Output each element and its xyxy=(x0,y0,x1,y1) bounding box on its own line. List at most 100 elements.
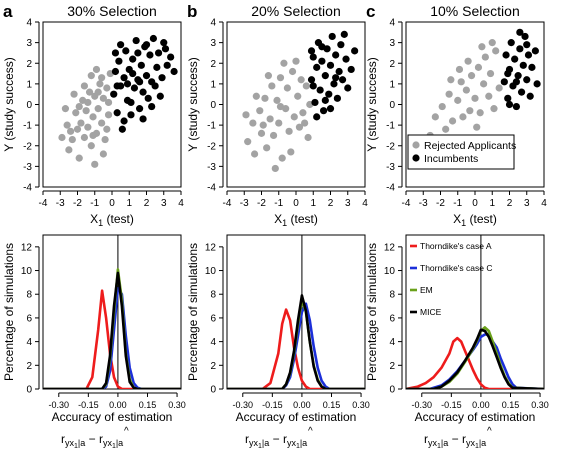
rejected-point xyxy=(495,84,503,92)
mice-curve xyxy=(43,271,181,389)
y-tick-label: -3 xyxy=(23,162,32,173)
rejected-point xyxy=(271,164,279,173)
rejected-point xyxy=(287,148,295,156)
incumbent-point xyxy=(325,90,333,98)
density-legend: Thorndike's case A Thorndike's case C EM MI… xyxy=(410,241,493,317)
rejected-point xyxy=(87,142,95,150)
x-tick-label: 0 xyxy=(293,198,299,209)
rejected-point xyxy=(252,92,260,100)
incumbent-point xyxy=(170,67,178,76)
incumbent-point xyxy=(156,92,164,100)
incumbent-point xyxy=(127,111,135,119)
incumbent-point xyxy=(136,105,144,113)
accuracy-formula: ryx1|a − ryx1|a xyxy=(245,432,307,450)
legend-label: Thorndike's case A xyxy=(420,241,492,251)
incumbent-point xyxy=(338,76,347,84)
rejected-legend-marker xyxy=(412,141,420,149)
incumbent-point xyxy=(516,45,524,53)
y-tick-label: -2 xyxy=(207,141,216,152)
incumbent-point xyxy=(337,41,345,49)
x-tick-label: -3 xyxy=(240,198,249,209)
incumbent-point xyxy=(502,51,510,59)
incumbent-point xyxy=(111,49,120,57)
incumbent-point xyxy=(512,78,521,86)
y-tick-label: -3 xyxy=(207,162,216,173)
axes-a: -0.30 -0.15 0.00 0.15 0.30 0 2 4 6 8 10 12 xyxy=(21,242,186,410)
incumbent-point xyxy=(127,98,135,107)
y-tick-label: 0 xyxy=(389,385,395,396)
incumbent-point xyxy=(523,76,531,84)
x-tick-label: 0.15 xyxy=(323,400,341,410)
estimate-hat: ^ xyxy=(124,426,129,437)
legend-label: Thorndike's case C xyxy=(420,263,493,273)
rejected-point xyxy=(94,105,102,113)
rejected-point xyxy=(72,109,80,117)
incumbent-point xyxy=(309,82,317,90)
rejected-point xyxy=(275,119,283,127)
legend-label: Rejected Applicants xyxy=(424,140,516,152)
x-tick-label: -3 xyxy=(56,198,65,209)
y-tick-label: 3 xyxy=(210,38,216,49)
incumbent-point xyxy=(129,69,137,78)
mice-curve xyxy=(406,328,544,389)
incumbent-point xyxy=(505,100,514,109)
x-tick-label: -0.30 xyxy=(412,400,433,410)
incumbent-point xyxy=(160,39,168,47)
x-axis-label: X1 (test) xyxy=(453,212,497,228)
scatter-points xyxy=(426,28,541,152)
panel-title: 30% Selection xyxy=(67,3,157,19)
y-tick-label: 0 xyxy=(210,385,216,396)
incumbent-point xyxy=(146,51,154,59)
rejected-point xyxy=(264,72,272,80)
incumbent-point xyxy=(333,94,341,102)
rejected-point xyxy=(280,59,288,67)
rejected-point xyxy=(263,144,271,152)
rejected-point xyxy=(466,107,474,115)
plot-frame xyxy=(405,21,545,188)
x-tick-label: -1 xyxy=(90,198,99,209)
x-tick-label: -1 xyxy=(453,198,462,209)
panel-letter: c xyxy=(366,2,375,21)
x-tick-label: -1 xyxy=(274,198,283,209)
y-tick-label: 2 xyxy=(389,361,395,372)
rejected-point xyxy=(288,67,297,76)
x-tick-label: -0.15 xyxy=(441,400,462,410)
y-tick-label: 0 xyxy=(26,100,32,111)
rejected-point xyxy=(301,119,309,127)
panel-letter: a xyxy=(3,2,13,21)
x-tick-label: 0.30 xyxy=(168,400,186,410)
rejected-point xyxy=(101,135,109,144)
rejected-point xyxy=(63,121,71,129)
rejected-point xyxy=(474,63,483,71)
rejected-point xyxy=(80,133,88,142)
x-tick-label: 0.00 xyxy=(472,400,490,410)
incumbent-point xyxy=(320,107,328,115)
rejected-point xyxy=(302,82,310,90)
x-tick-label: 4 xyxy=(541,198,547,209)
rejected-point xyxy=(492,47,500,55)
rejected-point xyxy=(104,111,113,119)
incumbent-point xyxy=(512,102,521,111)
incumbent-point xyxy=(511,55,519,63)
plot-frame xyxy=(42,234,182,390)
incumbent-point xyxy=(528,63,536,71)
rejected-point xyxy=(103,84,111,92)
incumbent-point xyxy=(351,47,359,55)
x-tick-label: 2 xyxy=(328,198,334,209)
incumbent-point xyxy=(523,41,531,49)
rejected-point xyxy=(276,102,285,111)
x-tick-label: -4 xyxy=(39,198,48,209)
incumbent-point xyxy=(516,28,524,36)
incumbent-point xyxy=(142,41,151,49)
rejected-point xyxy=(244,138,252,146)
incumbent-point xyxy=(151,82,159,90)
incumbent-point xyxy=(139,115,147,123)
incumbent-point xyxy=(111,67,120,76)
rejected-point xyxy=(294,92,302,100)
y-tick-label: 10 xyxy=(384,266,396,277)
incumbent-point xyxy=(326,105,335,113)
legend-label: MICE xyxy=(420,307,442,317)
